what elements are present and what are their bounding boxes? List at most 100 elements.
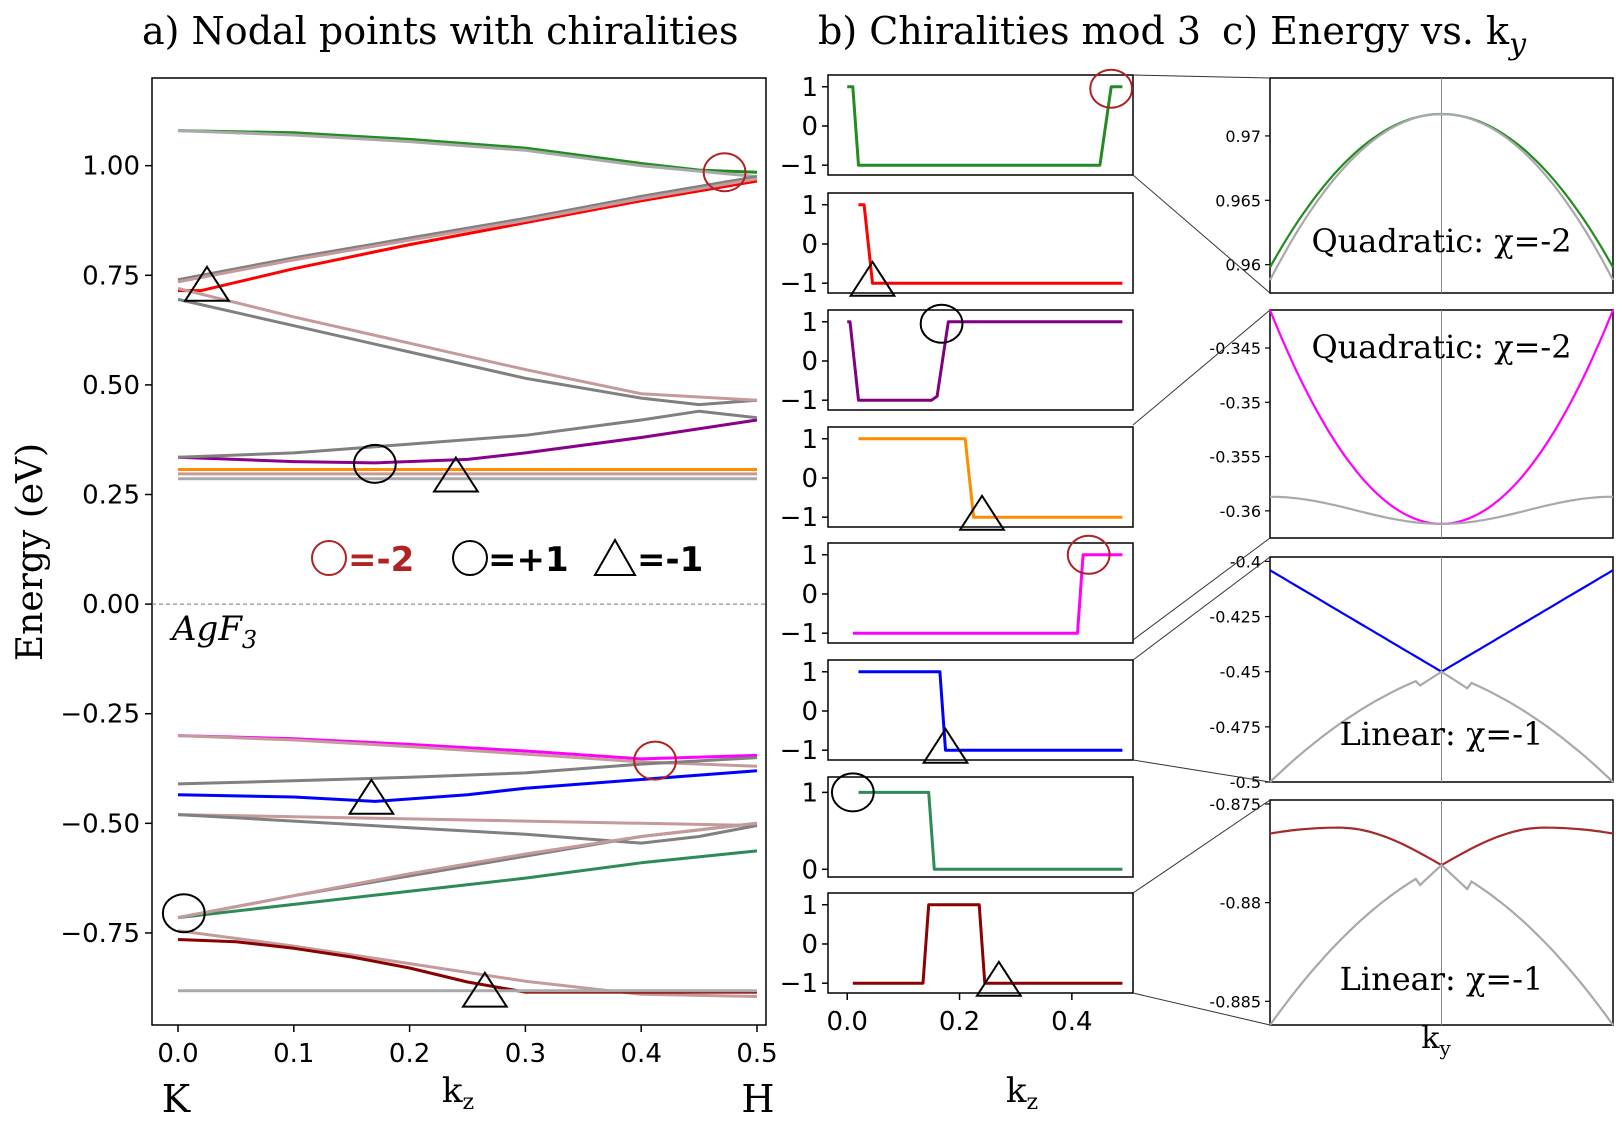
panel-b-ytick-label: 0	[801, 347, 818, 377]
nodal-point-triangle	[183, 265, 231, 302]
panel-b-ytick-label: 0	[801, 230, 818, 260]
panel-c-ytick-label: -0.475	[1209, 718, 1261, 737]
panel-a-ylabel: Energy (eV)	[10, 443, 51, 661]
panel-a-xtick-label: 0.2	[389, 1039, 430, 1069]
panel-b-ytick-label: 1	[801, 73, 818, 103]
panel-a-xtick-label: 0.0	[157, 1039, 198, 1069]
panel-a-ytick-label: −0.50	[60, 809, 140, 839]
panel-b-subplot: 1 0 −1	[780, 658, 1134, 766]
panel-b-subplot: 1 0 −1	[780, 534, 1134, 649]
panel-b-ytick-label: −1	[780, 269, 818, 299]
panel-a-xlabel-sub: z	[463, 1090, 475, 1115]
panel-b-ytick-label: −1	[780, 969, 818, 999]
panel-c-subplot: -0.345 -0.35 -0.355 -0.36 Quadratic: χ=-2	[1209, 309, 1615, 539]
band-green-top-line	[177, 129, 758, 174]
panel-c-subplot: 0.97 0.965 0.96 Quadratic: χ=-2	[1215, 77, 1614, 294]
panel-a: 1.00 0.75 0.50 0.25 0.00 −0.25 −0.50 −0.75 0.0 0…	[10, 77, 778, 1121]
panel-c-annotation: Quadratic: χ=-2	[1311, 328, 1571, 366]
panel-b-marker-triangle	[848, 260, 897, 297]
panel-b-subplot-frame	[827, 659, 1134, 761]
band-green-low-line	[177, 849, 758, 920]
band-pink-down1-line	[177, 286, 758, 402]
panel-b-ytick-label: 1	[801, 308, 818, 338]
panel-b-ytick-label: 0	[801, 855, 818, 885]
zoom-connector-line	[1132, 174, 1271, 294]
panel-c-band-curve	[1269, 495, 1614, 526]
panel-b-marker-circle	[1089, 68, 1134, 109]
zoom-connectors	[1132, 74, 1271, 1026]
panel-c-title-sub: y	[1507, 27, 1527, 62]
material-label: AgF3	[169, 609, 257, 654]
panel-b-ytick-label: −1	[780, 151, 818, 181]
panel-a-ytick-label: 0.75	[82, 261, 140, 291]
band-gray-m2-line	[177, 813, 758, 845]
panel-b-ytick-label: 0	[801, 930, 818, 960]
panel-b-subplot: 1 0 −1	[780, 68, 1134, 181]
panel-a-xtick-label: 0.3	[505, 1039, 546, 1069]
panel-c-ytick-label: -0.885	[1209, 992, 1261, 1011]
panel-b-ytick-label: 0	[801, 580, 818, 610]
panel-b-title: b) Chiralities mod 3	[818, 9, 1201, 53]
panel-c-xlabel-sub: y	[1438, 1036, 1451, 1060]
zoom-connector-line	[1132, 537, 1271, 641]
panel-b-ytick-label: −1	[780, 736, 818, 766]
panel-c-ytick-label: -0.4	[1230, 552, 1261, 571]
panel-a-xlabel: kz	[442, 1071, 474, 1115]
panel-c-ytick-label: -0.875	[1209, 795, 1261, 814]
legend-triangle	[593, 537, 637, 576]
panel-a-title: a) Nodal points with chiralities	[142, 9, 739, 53]
panel-b-ytick-label: 1	[801, 425, 818, 455]
band-purple-line	[177, 418, 758, 465]
panel-a-ytick-label: 0.50	[82, 371, 140, 401]
k-label-H: H	[741, 1077, 774, 1121]
panel-a-ytick-label: −0.75	[60, 919, 140, 949]
panel-b-xtick-label: 0.0	[827, 1007, 868, 1037]
band-pink-m4-line	[177, 929, 758, 998]
nodal-point-circle	[702, 152, 747, 193]
panel-b-chirality-line	[858, 203, 1123, 285]
panel-b-chirality-line	[847, 85, 1123, 167]
legend-triangle-label: =-1	[637, 540, 703, 580]
panel-a-frame	[151, 77, 767, 1026]
panel-b-subplot-frame	[827, 309, 1134, 411]
panel-b-ytick-label: 1	[801, 778, 818, 808]
legend-black-circle	[452, 540, 488, 576]
panel-c-annotation: Linear: χ=-1	[1340, 960, 1544, 998]
panel-c-ytick-label: 0.97	[1225, 127, 1261, 146]
zoom-connector-line	[1132, 799, 1271, 894]
panel-b-ytick-label: 1	[801, 891, 818, 921]
panel-c-ytick-label: -0.88	[1220, 894, 1261, 913]
nodal-point-triangle	[461, 970, 509, 1008]
legend-red-circle	[311, 540, 347, 576]
panel-b-chirality-line	[858, 437, 1123, 519]
panel-c-title-text: c) Energy vs. k	[1222, 9, 1510, 53]
panel-b-marker-circle	[830, 772, 875, 813]
panel-b-subplot-frame	[827, 192, 1134, 294]
panel-b-ytick-label: −1	[780, 386, 818, 416]
panel-a-xtick-label: 0.1	[273, 1039, 314, 1069]
panel-a-ytick-label: −0.25	[60, 700, 140, 730]
band-red-line	[178, 179, 758, 293]
panel-b-chirality-line	[847, 320, 1123, 402]
panel-b-ytick-label: 1	[801, 541, 818, 571]
panel-c-band-curve	[1269, 112, 1614, 281]
panel-a-xlabel-k: k	[442, 1071, 463, 1111]
panel-c-xlabel-k: k	[1421, 1021, 1440, 1056]
panel-b-xlabel-sub: z	[1027, 1090, 1039, 1115]
panel-b-marker-circle	[919, 303, 964, 344]
panel-c-ytick-label: -0.36	[1220, 502, 1261, 521]
panel-b-subplot: 10	[801, 772, 1134, 885]
band-gray-top1-line	[177, 129, 758, 179]
panel-c-ytick-label: -0.5	[1230, 773, 1261, 792]
panel-b-marker-triangle	[921, 727, 970, 764]
nodal-point-circle	[633, 740, 677, 781]
panel-b-chirality-line	[858, 670, 1123, 752]
panel-a-xtick-label: 0.5	[736, 1039, 777, 1069]
zoom-connector-line	[1132, 759, 1271, 783]
panel-c-band-curve	[1269, 863, 1614, 1026]
panel-b-xlabel: kz	[1006, 1071, 1038, 1115]
panel-c-band-curve	[1269, 670, 1614, 783]
panel-c-subplot: -0.875 -0.88 -0.885 Linear: χ=-1	[1209, 795, 1614, 1026]
panel-c-ytick-label: -0.425	[1209, 608, 1261, 627]
